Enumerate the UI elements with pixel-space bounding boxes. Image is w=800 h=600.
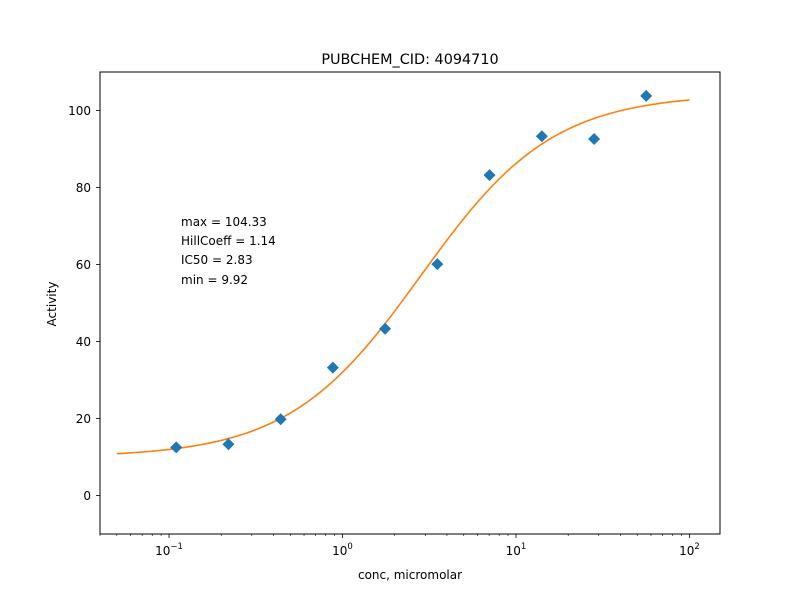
x-tick-label: 101 (506, 542, 527, 558)
plot-frame (99, 71, 721, 535)
x-axis: 10−1 100 101 102 (99, 534, 700, 558)
y-tick-label: 60 (76, 258, 91, 272)
y-tick-label: 20 (76, 412, 91, 426)
data-point (379, 322, 392, 335)
y-tick-label: 40 (76, 335, 91, 349)
plot-area (116, 89, 690, 455)
annotation-min: min = 9.92 (181, 273, 248, 287)
data-point (640, 89, 653, 102)
y-tick-label: 0 (83, 489, 91, 503)
data-point (431, 258, 444, 271)
data-point (274, 413, 287, 426)
fit-curve (116, 99, 690, 455)
x-axis-label: conc, micromolar (358, 568, 462, 582)
x-tick-label: 10−1 (155, 542, 183, 558)
y-tick-label: 100 (68, 104, 91, 118)
data-point (170, 441, 183, 454)
data-point (326, 361, 339, 374)
annotation-hill-coeff: HillCoeff = 1.14 (181, 234, 276, 248)
y-axis: 0 20 40 60 80 100 (68, 104, 100, 503)
y-tick-label: 80 (76, 181, 91, 195)
x-tick-label: 100 (332, 542, 353, 558)
data-points (170, 89, 653, 454)
fit-annotations: max = 104.33 HillCoeff = 1.14 IC50 = 2.8… (181, 215, 276, 287)
x-tick-label: 102 (679, 542, 700, 558)
annotation-ic50: IC50 = 2.83 (181, 253, 253, 267)
chart-title: PUBCHEM_CID: 4094710 (321, 52, 498, 68)
data-point (222, 438, 235, 451)
annotation-max: max = 104.33 (181, 215, 267, 229)
y-axis-label: Activity (45, 282, 59, 327)
data-point (483, 169, 496, 182)
data-point (535, 130, 548, 143)
data-point (588, 132, 601, 145)
